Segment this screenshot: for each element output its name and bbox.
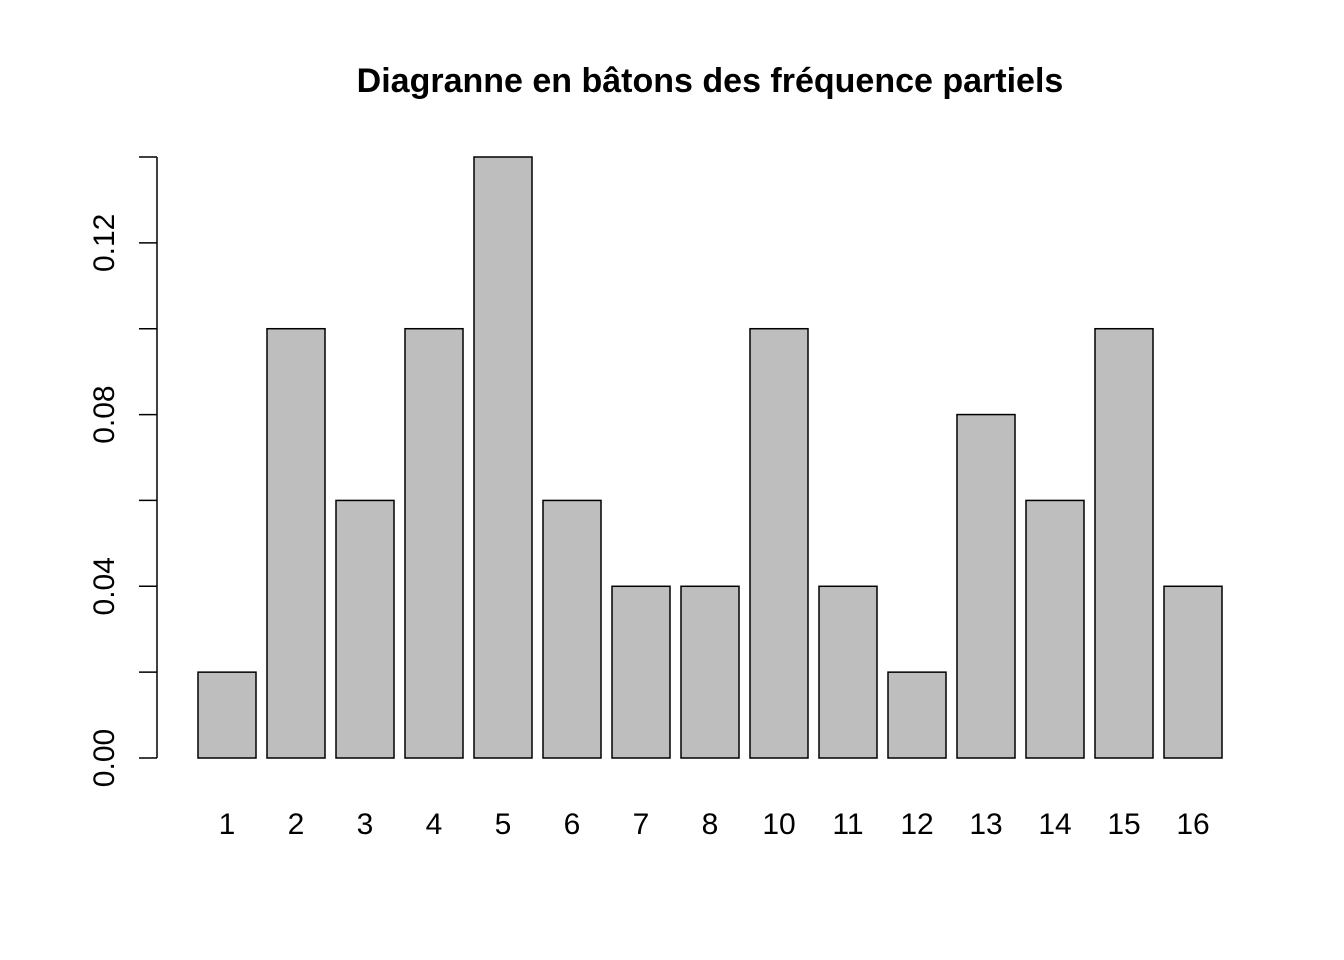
x-tick-label: 8 [702,808,719,841]
x-tick-label: 16 [1176,808,1209,841]
bar [887,671,947,759]
y-tick-label: 0.12 [88,214,121,272]
x-tick-labels: 1 2 3 4 5 6 7 8 10 11 12 13 14 15 16 [219,808,1210,841]
bar [749,327,809,759]
bar [1025,499,1085,759]
x-tick-label: 13 [969,808,1002,841]
bar [542,499,602,759]
bar [266,327,326,759]
y-axis: 0.00 0.04 0.08 0.12 [88,156,158,787]
y-tick-label: 0.00 [88,729,121,787]
x-tick-label: 11 [832,808,863,841]
x-tick-label: 15 [1107,808,1140,841]
chart-title: Diagranne en bâtons des fréquence partie… [357,62,1064,100]
x-tick-label: 10 [762,808,795,841]
x-tick-label: 3 [357,808,374,841]
bar [473,156,533,759]
x-tick-label: 14 [1038,808,1071,841]
x-tick-label: 7 [633,808,650,841]
bar [1163,585,1223,759]
bar [611,585,671,759]
bar [335,499,395,759]
bar [197,671,257,759]
x-tick-label: 2 [288,808,305,841]
bar [404,327,464,759]
x-tick-label: 6 [564,808,581,841]
bar [1094,327,1154,759]
y-tick-label: 0.04 [88,557,121,615]
bars-group [197,156,1223,759]
bar [680,585,740,759]
bar [956,413,1016,759]
x-tick-label: 1 [219,808,236,841]
x-tick-label: 12 [900,808,933,841]
x-tick-label: 5 [495,808,512,841]
bar [818,585,878,759]
x-tick-label: 4 [426,808,443,841]
y-tick-label: 0.08 [88,385,121,443]
